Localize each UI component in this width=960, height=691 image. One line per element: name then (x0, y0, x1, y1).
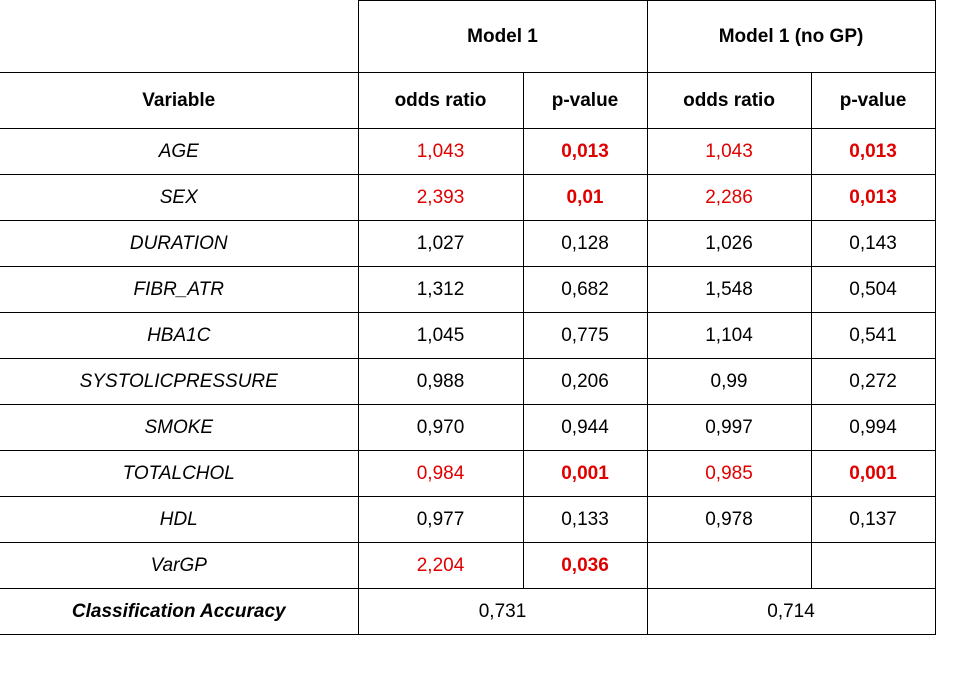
value-cell: 0,944 (522, 404, 648, 451)
value-cell: 0,978 (646, 496, 812, 543)
data-row: DURATION 1,027 0,128 1,026 0,143 (0, 220, 936, 267)
value-cell: 1,026 (646, 220, 812, 267)
footer-label: Classification Accuracy (0, 588, 359, 635)
value-cell: 0,504 (810, 266, 936, 313)
header-row: Variable odds ratio p-value odds ratio p… (0, 72, 936, 129)
results-table: Model 1 Model 1 (no GP) Variable odds ra… (0, 0, 936, 635)
group-header: Model 1 (357, 0, 648, 73)
data-row: SEX 2,393 0,01 2,286 0,013 (0, 174, 936, 221)
value-cell: 0,036 (522, 542, 648, 589)
data-row: AGE 1,043 0,013 1,043 0,013 (0, 128, 936, 175)
value-cell: 0,682 (522, 266, 648, 313)
value-cell: 0,988 (357, 358, 524, 405)
footer-value: 0,714 (646, 588, 936, 635)
variable-cell: DURATION (0, 220, 359, 267)
variable-cell: HDL (0, 496, 359, 543)
value-cell (810, 542, 936, 589)
value-cell (646, 542, 812, 589)
variable-cell: SYSTOLICPRESSURE (0, 358, 359, 405)
value-cell: 0,775 (522, 312, 648, 359)
data-row: FIBR_ATR 1,312 0,682 1,548 0,504 (0, 266, 936, 313)
value-cell: 0,133 (522, 496, 648, 543)
value-cell: 0,137 (810, 496, 936, 543)
group-header: Model 1 (no GP) (646, 0, 936, 73)
value-cell: 0,01 (522, 174, 648, 221)
variable-cell: SEX (0, 174, 359, 221)
column-header: p-value (522, 72, 648, 129)
column-header: p-value (810, 72, 936, 129)
value-cell: 0,985 (646, 450, 812, 497)
value-cell: 1,043 (646, 128, 812, 175)
value-cell: 0,001 (522, 450, 648, 497)
footer-row: Classification Accuracy 0,731 0,714 (0, 588, 936, 635)
value-cell: 2,286 (646, 174, 812, 221)
footer-value: 0,731 (357, 588, 648, 635)
value-cell: 0,206 (522, 358, 648, 405)
group-row: Model 1 Model 1 (no GP) (0, 0, 936, 73)
column-header: odds ratio (357, 72, 524, 129)
value-cell: 1,027 (357, 220, 524, 267)
value-cell: 0,013 (810, 174, 936, 221)
variable-cell: HBA1C (0, 312, 359, 359)
value-cell: 0,984 (357, 450, 524, 497)
column-header: Variable (0, 72, 359, 129)
variable-cell: TOTALCHOL (0, 450, 359, 497)
variable-cell: SMOKE (0, 404, 359, 451)
value-cell: 1,045 (357, 312, 524, 359)
value-cell: 0,143 (810, 220, 936, 267)
value-cell: 0,541 (810, 312, 936, 359)
value-cell: 0,994 (810, 404, 936, 451)
data-row: TOTALCHOL 0,984 0,001 0,985 0,001 (0, 450, 936, 497)
value-cell: 0,970 (357, 404, 524, 451)
value-cell: 1,043 (357, 128, 524, 175)
value-cell: 0,001 (810, 450, 936, 497)
value-cell: 0,013 (810, 128, 936, 175)
data-row: HBA1C 1,045 0,775 1,104 0,541 (0, 312, 936, 359)
data-row: SYSTOLICPRESSURE 0,988 0,206 0,99 0,272 (0, 358, 936, 405)
value-cell: 0,99 (646, 358, 812, 405)
data-row: VarGP 2,204 0,036 (0, 542, 936, 589)
variable-cell: VarGP (0, 542, 359, 589)
value-cell: 2,204 (357, 542, 524, 589)
value-cell: 0,013 (522, 128, 648, 175)
value-cell: 2,393 (357, 174, 524, 221)
blank-cell (0, 0, 359, 73)
column-header: odds ratio (646, 72, 812, 129)
value-cell: 0,272 (810, 358, 936, 405)
value-cell: 0,977 (357, 496, 524, 543)
variable-cell: FIBR_ATR (0, 266, 359, 313)
data-row: SMOKE 0,970 0,944 0,997 0,994 (0, 404, 936, 451)
value-cell: 1,548 (646, 266, 812, 313)
data-row: HDL 0,977 0,133 0,978 0,137 (0, 496, 936, 543)
value-cell: 0,997 (646, 404, 812, 451)
value-cell: 1,312 (357, 266, 524, 313)
value-cell: 0,128 (522, 220, 648, 267)
value-cell: 1,104 (646, 312, 812, 359)
variable-cell: AGE (0, 128, 359, 175)
